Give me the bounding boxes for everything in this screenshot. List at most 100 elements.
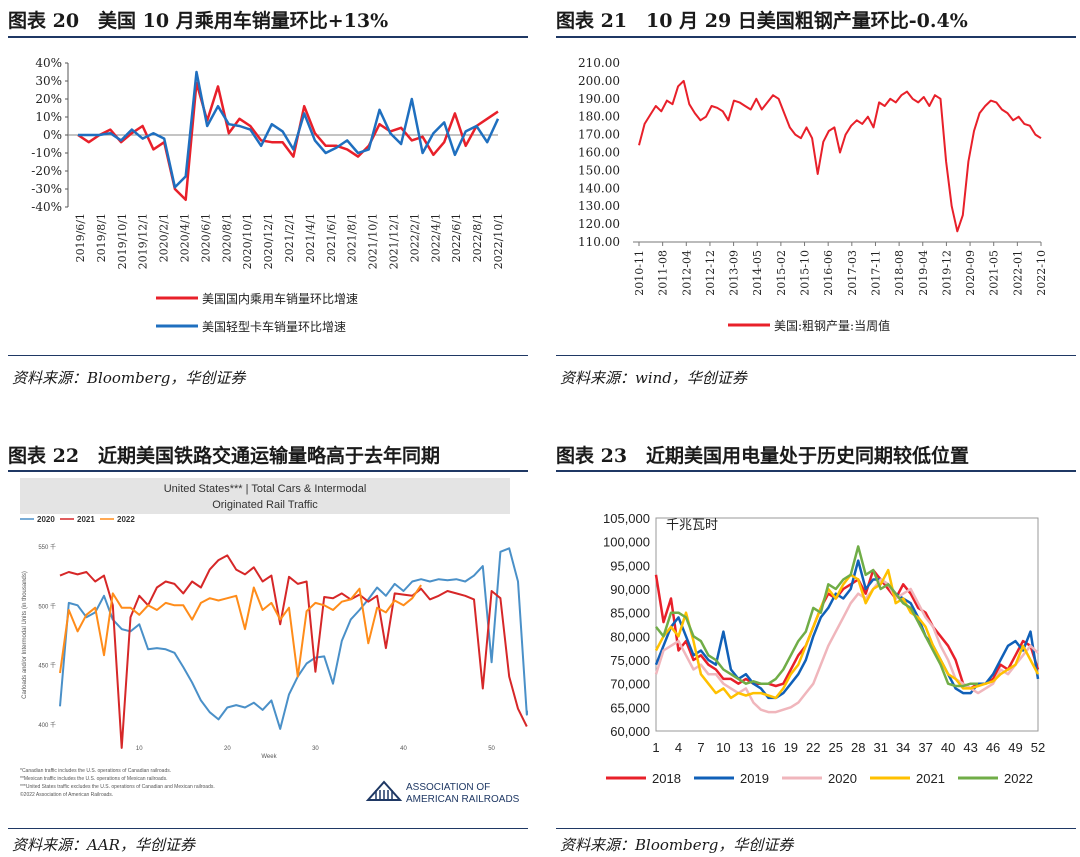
chart21-xtick-label: 2022-01 [1011,250,1024,296]
chart23-ytick-label: 60,000 [610,724,650,739]
chart20-xtick-label: 2022/2/1 [408,213,421,262]
chart23-ytick-label: 80,000 [610,629,650,644]
chart21-ytick-label: 110.00 [578,235,620,249]
chart21-xtick-label: 2011-08 [657,250,670,296]
chart20-xtick-label: 2021/8/1 [346,213,359,262]
chart21-xtick-label: 2010-11 [633,250,646,296]
chart20-xtick-label: 2021/4/1 [304,213,317,262]
chart21-xtick-label: 2012-04 [680,250,693,296]
chart23-xtick-label: 7 [697,740,704,755]
chart23-xtick-label: 40 [941,740,955,755]
chart21-ytick-label: 160.00 [578,146,620,160]
chart21-xtick-label: 2022-10 [1035,250,1048,296]
chart23-xtick-label: 13 [739,740,753,755]
chart20-ytick-label: 0% [43,128,62,142]
chart22-source-rule [8,828,528,829]
chart22-header-line2: Originated Rail Traffic [212,499,318,511]
chart22-xtick-label: 50 [488,746,495,752]
chart20-source: 资料来源：Bloomberg，华创证券 [12,369,246,387]
chart23-legend-label-2020: 2020 [828,771,857,786]
chart23-xtick-label: 43 [963,740,977,755]
chart22-footnote: *Canadian traffic includes the U.S. oper… [20,768,171,774]
chart21-xtick-label: 2021-05 [988,250,1001,296]
chart20-xtick-label: 2022/8/1 [471,213,484,262]
chart23-xtick-label: 34 [896,740,910,755]
chart21-xtick-label: 2014-05 [751,250,764,296]
chart22-title-rule [8,470,528,472]
chart20-xtick-label: 2019/12/1 [137,213,150,269]
chart22-header-line1: United States*** | Total Cars & Intermod… [164,483,367,495]
chart20-ytick-label: 10% [35,110,62,124]
chart21-source: 资料来源：wind，华创证券 [560,369,747,387]
chart23-title-rule [556,470,1076,472]
chart22-xtick-label: 20 [224,746,231,752]
chart20-xtick-label: 2020/2/1 [158,213,171,262]
chart23-ytick-label: 85,000 [610,606,650,621]
chart22-footnote: ©2022 Association of American Railroads. [20,791,113,798]
chart23-xtick-label: 25 [829,740,843,755]
chart21-xtick-label: 2015-10 [799,250,812,296]
chart20-ytick-label: 20% [35,92,62,106]
chart20-xtick-label: 2019/6/1 [74,213,87,262]
chart23-ytick-label: 90,000 [610,582,650,597]
chart21-xtick-label: 2012-12 [704,250,717,296]
chart23-ytick-label: 65,000 [610,700,650,715]
chart23-xtick-label: 46 [986,740,1000,755]
chart22-ytick-label: 500 千 [38,602,56,610]
chart23-series-line-2022 [655,545,979,688]
chart22-series-line-2021 [59,554,528,749]
chart21-xtick-label: 2020-09 [964,250,977,296]
chart23-ytick-label: 100,000 [603,535,650,550]
chart20-ytick-label: -20% [31,164,62,178]
chart20-xtick-label: 2022/10/1 [492,213,505,269]
chart20-xtick-label: 2019/10/1 [116,213,129,269]
chart20-legend-label-2: 美国轻型卡车销量环比增速 [202,319,346,334]
chart21-ytick-label: 190.00 [578,92,620,106]
chart21-xtick-label: 2018-08 [893,250,906,296]
chart20-xtick-label: 2020/6/1 [199,213,212,262]
chart22-series-line-2020 [59,547,528,730]
chart20-series-line-1 [77,81,499,202]
chart22-xtick-label: 40 [400,746,407,752]
chart23-xtick-label: 49 [1008,740,1022,755]
chart22-title: 图表 22 近期美国铁路交通运输量略高于去年同期 [8,445,441,467]
chart22-xtick-label: 10 [136,746,143,752]
chart22-source: 资料来源：AAR，华创证券 [12,836,195,854]
chart22-legend-label-2021: 2021 [77,515,95,524]
chart23-source-rule [556,828,1076,829]
chart20-ytick-label: 30% [35,74,62,88]
chart23-plot: 105,000100,00095,00090,00085,00080,00075… [603,511,1045,786]
chart20-ytick-label: -40% [31,200,62,214]
chart22-plot: United States*** | Total Cars & Intermod… [20,478,528,805]
chart20-xtick-label: 2019/8/1 [95,213,108,262]
chart22-ytick-label: 400 千 [38,721,56,729]
chart21-xtick-label: 2019-04 [917,250,930,296]
chart21-ytick-label: 200.00 [578,74,620,88]
chart23-xtick-label: 4 [675,740,682,755]
chart23-series-line-2018 [654,568,1040,690]
chart20-xtick-label: 2021/10/1 [367,213,380,269]
chart20-title-rule [8,36,528,38]
chart23-xtick-label: 31 [873,740,887,755]
chart21-ytick-label: 180.00 [578,110,620,124]
chart21-xtick-label: 2019-12 [940,250,953,296]
chart23-xtick-label: 16 [761,740,775,755]
chart21-title: 图表 21 10 月 29 日美国粗钢产量环比-0.4% [556,10,968,32]
chart23-xtick-label: 52 [1031,740,1045,755]
chart22-ytick-label: 450 千 [38,662,56,670]
chart20-legend-label-1: 美国国内乘用车销量环比增速 [202,291,358,306]
chart21-ytick-label: 140.00 [578,181,620,195]
chart22-ytick-label: 550 千 [38,543,56,551]
chart23-xtick-label: 37 [918,740,932,755]
chart22-legend-label-2020: 2020 [37,515,55,524]
chart20-xtick-label: 2020/4/1 [179,213,192,262]
chart23-legend-label-2019: 2019 [740,771,769,786]
chart21-ytick-label: 120.00 [578,217,620,231]
chart21-xtick-label: 2016-06 [822,250,835,296]
chart22-series-line-2022 [59,584,422,678]
chart23-ytick-label: 95,000 [610,558,650,573]
chart20-title: 图表 20 美国 10 月乘用车销量环比+13% [8,10,389,32]
chart20-xtick-label: 2020/12/1 [262,213,275,269]
chart20-xtick-label: 2021/12/1 [388,213,401,269]
chart20-source-rule [8,355,528,356]
